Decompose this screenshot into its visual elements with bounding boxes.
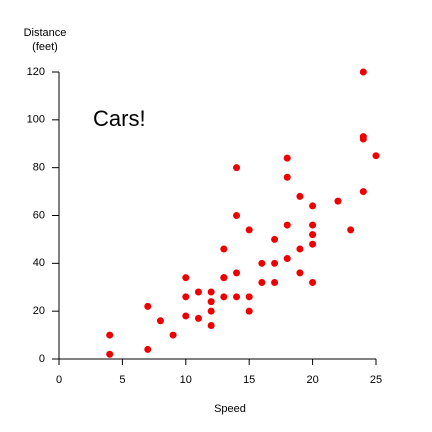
x-tick-label: 15 [243, 374, 255, 386]
y-tick-label: 120 [27, 66, 45, 78]
point [169, 331, 177, 339]
point [194, 314, 202, 322]
x-tick-label: 10 [180, 374, 192, 386]
point [347, 226, 355, 234]
point [271, 259, 279, 267]
point [182, 274, 190, 282]
point [271, 278, 279, 286]
point [283, 154, 291, 162]
point [283, 221, 291, 229]
point [372, 152, 380, 160]
point [258, 259, 266, 267]
point [309, 278, 317, 286]
point [359, 188, 367, 196]
point [220, 245, 228, 253]
x-tick-label: 0 [56, 374, 62, 386]
point [182, 293, 190, 301]
point [207, 322, 215, 330]
point [271, 235, 279, 243]
point [245, 307, 253, 315]
point [334, 197, 342, 205]
point [359, 68, 367, 76]
point [182, 312, 190, 320]
point [106, 350, 114, 358]
point [233, 212, 241, 219]
point [220, 293, 228, 301]
point [283, 173, 291, 181]
x-tick-label: 5 [119, 374, 125, 386]
point [144, 345, 152, 353]
x-axis-label: Speed [214, 403, 246, 415]
y-tick-label: 100 [27, 114, 45, 126]
point [309, 240, 317, 248]
annotation: Cars! [93, 106, 146, 131]
point [309, 231, 317, 239]
y-axis-label: (feet) [32, 41, 58, 53]
point [296, 192, 304, 200]
y-axis-label: Distance [24, 27, 67, 39]
point [296, 245, 304, 253]
point [233, 164, 241, 172]
point [245, 226, 253, 234]
point [245, 293, 253, 301]
point [233, 293, 241, 301]
point [233, 269, 241, 277]
point [359, 133, 367, 141]
y-tick-label: 60 [33, 209, 45, 221]
y-tick-label: 40 [33, 257, 45, 269]
point [156, 317, 164, 325]
point [296, 269, 304, 277]
point [258, 278, 266, 286]
point [283, 255, 291, 263]
x-tick-label: 25 [370, 374, 382, 386]
point [309, 221, 317, 229]
point [207, 307, 215, 315]
point [309, 202, 317, 210]
y-tick-label: 0 [39, 353, 45, 365]
point [144, 302, 152, 310]
y-tick-label: 20 [33, 305, 45, 317]
point [194, 288, 202, 296]
x-tick-label: 20 [306, 374, 318, 386]
point [207, 298, 215, 306]
y-tick-label: 80 [33, 162, 45, 174]
point [220, 274, 228, 282]
point [106, 331, 114, 339]
point [207, 288, 215, 296]
